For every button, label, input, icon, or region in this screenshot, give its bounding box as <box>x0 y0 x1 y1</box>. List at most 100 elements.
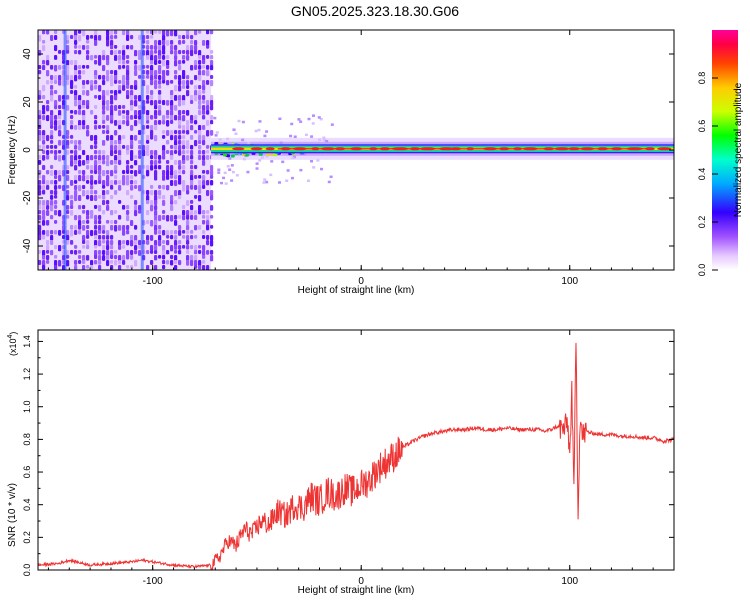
noise-cell <box>170 180 174 186</box>
noise-cell <box>178 80 182 86</box>
noise-cell <box>58 95 62 102</box>
signal-scatter <box>260 156 264 159</box>
noise-cell <box>126 90 130 97</box>
noise-cell <box>190 160 194 165</box>
noise-cell <box>106 200 110 205</box>
signal-peak <box>482 147 498 151</box>
noise-cell <box>158 60 162 65</box>
noise-cell <box>46 185 50 190</box>
noise-cell <box>210 255 214 262</box>
signal-scatter <box>293 135 297 138</box>
noise-cell <box>106 255 110 260</box>
noise-cell <box>106 175 110 182</box>
noise-cell <box>42 185 46 192</box>
noise-cell <box>198 105 202 110</box>
noise-cell <box>126 120 130 127</box>
noise-cell <box>198 140 202 145</box>
noise-cell <box>90 180 94 186</box>
noise-cell <box>126 110 130 116</box>
noise-cell <box>202 110 206 115</box>
noise-cell <box>82 45 86 50</box>
noise-cell <box>162 185 166 190</box>
noise-cell <box>134 80 138 87</box>
noise-cell <box>114 190 118 195</box>
noise-cell <box>94 230 98 237</box>
noise-cell <box>50 110 54 116</box>
noise-cell <box>194 255 198 261</box>
noise-cell <box>210 75 214 80</box>
noise-cell <box>106 205 110 211</box>
noise-cell <box>202 70 206 76</box>
colorbar-tick-label: 0.6 <box>697 120 707 133</box>
noise-cell <box>198 185 202 192</box>
noise-cell <box>146 190 150 196</box>
noise-cell <box>50 90 54 97</box>
signal-peak <box>350 147 363 151</box>
noise-cell <box>166 230 170 236</box>
noise-cell <box>130 250 134 256</box>
noise-cell <box>206 155 210 160</box>
noise-cell <box>182 245 186 249</box>
noise-cell <box>94 135 98 141</box>
noise-cell <box>158 100 162 105</box>
noise-cell <box>170 90 174 96</box>
noise-cell <box>42 210 46 216</box>
noise-cell <box>86 35 90 40</box>
noise-cell <box>154 100 158 106</box>
noise-cell <box>210 80 214 87</box>
noise-cell <box>150 100 154 106</box>
noise-cell <box>106 70 110 76</box>
noise-cell <box>146 240 150 245</box>
noise-cell <box>46 200 50 206</box>
noise-cell <box>70 210 74 216</box>
noise-cell <box>38 135 42 142</box>
noise-cell <box>198 210 202 215</box>
noise-cell <box>102 65 106 72</box>
noise-cell <box>94 55 98 59</box>
noise-cell <box>86 65 90 69</box>
noise-cell <box>118 110 122 116</box>
noise-cell <box>54 205 58 210</box>
noise-cell <box>114 50 118 55</box>
noise-cell <box>110 90 114 94</box>
noise-cell <box>78 75 82 80</box>
noise-cell <box>166 30 170 37</box>
noise-cell <box>122 50 126 57</box>
noise-cell <box>190 175 194 181</box>
noise-cell <box>202 215 206 219</box>
noise-cell <box>74 30 78 37</box>
noise-cell <box>198 205 202 212</box>
noise-cell <box>114 220 118 225</box>
noise-cell <box>78 225 82 230</box>
noise-cell <box>118 245 122 250</box>
noise-cell <box>50 80 54 84</box>
noise-cell <box>118 150 122 156</box>
noise-cell <box>194 225 198 231</box>
noise-cell <box>210 55 214 60</box>
noise-cell <box>86 190 90 195</box>
noise-cell <box>210 165 214 172</box>
noise-cell <box>82 185 86 190</box>
signal-scatter <box>310 159 314 163</box>
noise-cell <box>118 265 122 270</box>
noise-cell <box>78 50 82 55</box>
signal-scatter <box>270 160 274 163</box>
noise-cell <box>74 150 78 156</box>
noise-cell <box>102 50 106 56</box>
noise-cell <box>130 185 134 191</box>
noise-cell <box>130 180 134 185</box>
noise-cell <box>78 160 82 167</box>
noise-cell <box>194 90 198 97</box>
noise-cell <box>174 255 178 262</box>
noise-cell <box>122 45 126 52</box>
noise-cell <box>90 195 94 202</box>
signal-scatter <box>220 181 224 185</box>
noise-cell <box>90 85 94 91</box>
noise-cell <box>70 225 74 230</box>
noise-cell <box>102 150 106 155</box>
noise-cell <box>186 155 190 161</box>
noise-cell <box>42 115 46 121</box>
noise-cell <box>38 220 42 226</box>
noise-cell <box>106 220 110 224</box>
noise-cell <box>158 75 162 81</box>
